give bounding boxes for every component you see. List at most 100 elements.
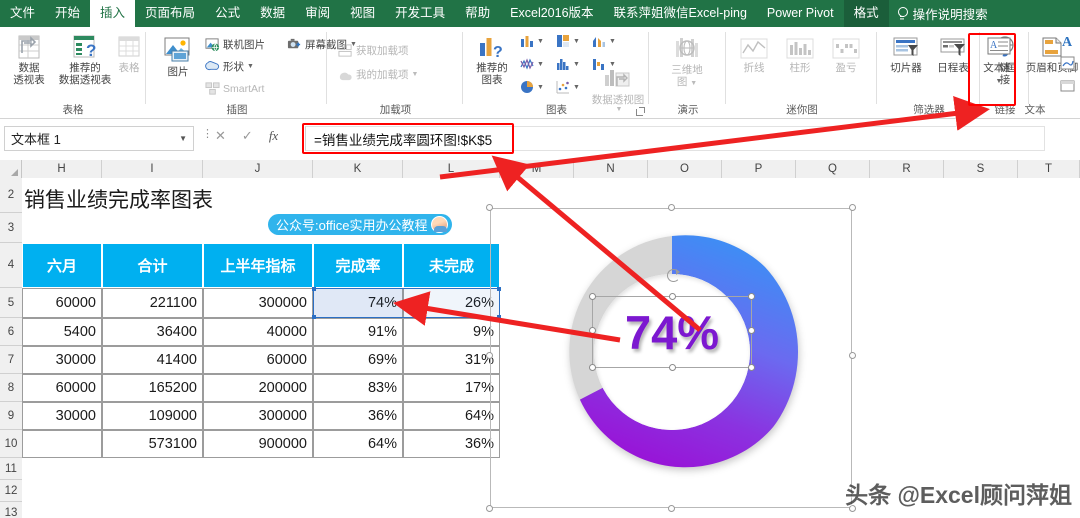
ribbon-tab-1[interactable]: 开始 <box>55 6 81 20</box>
sparkline-line-button[interactable]: 折线 <box>733 37 775 75</box>
column-header-H[interactable]: H <box>22 160 102 178</box>
textbox-handle-sw[interactable] <box>589 364 596 371</box>
ribbon-tab-4[interactable]: 公式 <box>215 6 241 20</box>
row-header-11[interactable]: 11 <box>0 458 22 480</box>
area-chart-button[interactable]: ▼ <box>592 34 616 48</box>
get-addins-button[interactable]: 获取加载项 <box>338 43 409 58</box>
column-header-O[interactable]: O <box>648 160 722 178</box>
ribbon-tab-10[interactable]: Excel2016版本 <box>510 6 594 20</box>
column-header-Q[interactable]: Q <box>796 160 870 178</box>
chart-handle-nw[interactable] <box>486 204 493 211</box>
table-cell-H10[interactable] <box>22 430 102 458</box>
rotation-handle[interactable] <box>667 269 680 282</box>
column-header-T[interactable]: T <box>1018 160 1080 178</box>
table-cell-K7[interactable]: 69% <box>313 346 403 374</box>
row-header-8[interactable]: 8 <box>0 374 22 402</box>
my-addins-button[interactable]: 我的加载项 ▼ <box>338 67 418 82</box>
table-cell-J6[interactable]: 40000 <box>203 318 313 346</box>
column-header-L[interactable]: L <box>403 160 500 178</box>
formula-input[interactable]: =销售业绩完成率圆环图!$K$5 <box>305 126 1045 151</box>
row-header-3[interactable]: 3 <box>0 213 22 243</box>
textbox-handle-w[interactable] <box>589 327 596 334</box>
table-button[interactable]: 表格 <box>112 33 146 75</box>
pivot-chart-button[interactable]: 数据透视图 <box>589 67 647 107</box>
ribbon-tab-7[interactable]: 视图 <box>350 6 376 20</box>
chevron-down-icon[interactable]: ▼ <box>179 134 187 143</box>
column-header-R[interactable]: R <box>870 160 944 178</box>
chevron-down-icon[interactable]: ▼ <box>537 37 544 45</box>
chart-handle-se[interactable] <box>849 505 856 512</box>
table-cell-I5[interactable]: 221100 <box>102 288 203 318</box>
table-cell-J7[interactable]: 60000 <box>203 346 313 374</box>
textbox-handle-se[interactable] <box>748 364 755 371</box>
ribbon-tab-2[interactable]: 插入 <box>90 0 136 27</box>
table-cell-J10[interactable]: 900000 <box>203 430 313 458</box>
column-chart-button[interactable]: ▼ <box>520 34 544 48</box>
table-cell-H7[interactable]: 30000 <box>22 346 102 374</box>
chevron-down-icon[interactable]: ▼ <box>609 37 616 45</box>
table-cell-L9[interactable]: 64% <box>403 402 500 430</box>
chevron-down-icon[interactable]: ▼ <box>537 60 544 68</box>
row-header-13[interactable]: 13 <box>0 502 22 518</box>
table-cell-J5[interactable]: 300000 <box>203 288 313 318</box>
row-header-9[interactable]: 9 <box>0 402 22 430</box>
column-header-N[interactable]: N <box>574 160 648 178</box>
table-cell-H5[interactable]: 60000 <box>22 288 102 318</box>
table-cell-I9[interactable]: 109000 <box>102 402 203 430</box>
ribbon-tab-9[interactable]: 帮助 <box>465 6 491 20</box>
textbox-handle-ne[interactable] <box>748 293 755 300</box>
table-cell-J9[interactable]: 300000 <box>203 402 313 430</box>
header-footer-button[interactable]: 页眉和页脚 <box>1024 35 1080 75</box>
bar-chart-button[interactable]: ▼ <box>556 34 580 48</box>
sparkline-winloss-button[interactable]: 盈亏 <box>825 37 867 75</box>
scatter-chart-button[interactable]: ▼ <box>556 80 580 94</box>
wordart-button[interactable]: A <box>1058 33 1078 52</box>
recommended-charts-button[interactable]: ? 推荐的 图表 <box>468 35 516 86</box>
chevron-down-icon[interactable]: ▼ <box>350 41 357 48</box>
sparkline-column-button[interactable]: 柱形 <box>779 37 821 75</box>
chevron-down-icon[interactable]: ▼ <box>537 83 544 91</box>
ribbon-tab-8[interactable]: 开发工具 <box>395 6 446 20</box>
picture-button[interactable]: 图片 <box>155 35 201 79</box>
ribbon-tab-0[interactable]: 文件 <box>10 6 36 20</box>
row-header-2[interactable]: 2 <box>0 178 22 213</box>
text-box-button[interactable]: A 文本框 ▼ <box>976 35 1022 87</box>
histogram-chart-button[interactable]: ▼ <box>556 57 580 71</box>
percentage-text-box[interactable]: 74% <box>589 269 755 371</box>
column-header-S[interactable]: S <box>944 160 1018 178</box>
timeline-button[interactable]: 日程表 <box>930 35 976 75</box>
column-header-J[interactable]: J <box>203 160 313 178</box>
column-header-P[interactable]: P <box>722 160 796 178</box>
textbox-handle-nw[interactable] <box>589 293 596 300</box>
charts-dialog-launcher[interactable] <box>636 107 645 116</box>
table-cell-K8[interactable]: 83% <box>313 374 403 402</box>
3d-map-button[interactable]: 三维地图 ▼ <box>662 35 712 89</box>
select-all-corner[interactable] <box>0 160 22 178</box>
row-header-12[interactable]: 12 <box>0 480 22 502</box>
chart-object[interactable]: 74% <box>486 204 856 512</box>
signature-line-button[interactable] <box>1058 56 1078 75</box>
chevron-down-icon[interactable]: ▼ <box>411 71 419 78</box>
column-header-K[interactable]: K <box>313 160 403 178</box>
chart-handle-e[interactable] <box>849 352 856 359</box>
pie-chart-button[interactable]: ▼ <box>520 80 544 94</box>
table-cell-I7[interactable]: 41400 <box>102 346 203 374</box>
table-cell-K6[interactable]: 91% <box>313 318 403 346</box>
chart-handle-sw[interactable] <box>486 505 493 512</box>
column-header-M[interactable]: M <box>500 160 574 178</box>
ribbon-tab-11[interactable]: 联系萍姐微信Excel-ping <box>613 6 747 20</box>
row-header-10[interactable]: 10 <box>0 430 22 458</box>
shapes-button[interactable]: 形状 ▼ <box>205 59 254 74</box>
chevron-down-icon[interactable]: ▼ <box>609 60 616 68</box>
cancel-icon[interactable]: ✕ <box>215 128 226 143</box>
textbox-handle-s[interactable] <box>669 364 676 371</box>
row-header-6[interactable]: 6 <box>0 318 22 346</box>
table-cell-L7[interactable]: 31% <box>403 346 500 374</box>
table-cell-L8[interactable]: 17% <box>403 374 500 402</box>
recommended-pivot-button[interactable]: ? 推荐的 数据透视表 <box>54 33 116 86</box>
chart-handle-ne[interactable] <box>849 204 856 211</box>
online-pictures-button[interactable]: 联机图片 <box>205 37 265 52</box>
chart-handle-w[interactable] <box>486 352 493 359</box>
column-header-I[interactable]: I <box>102 160 203 178</box>
chevron-down-icon[interactable]: ▼ <box>573 83 580 91</box>
